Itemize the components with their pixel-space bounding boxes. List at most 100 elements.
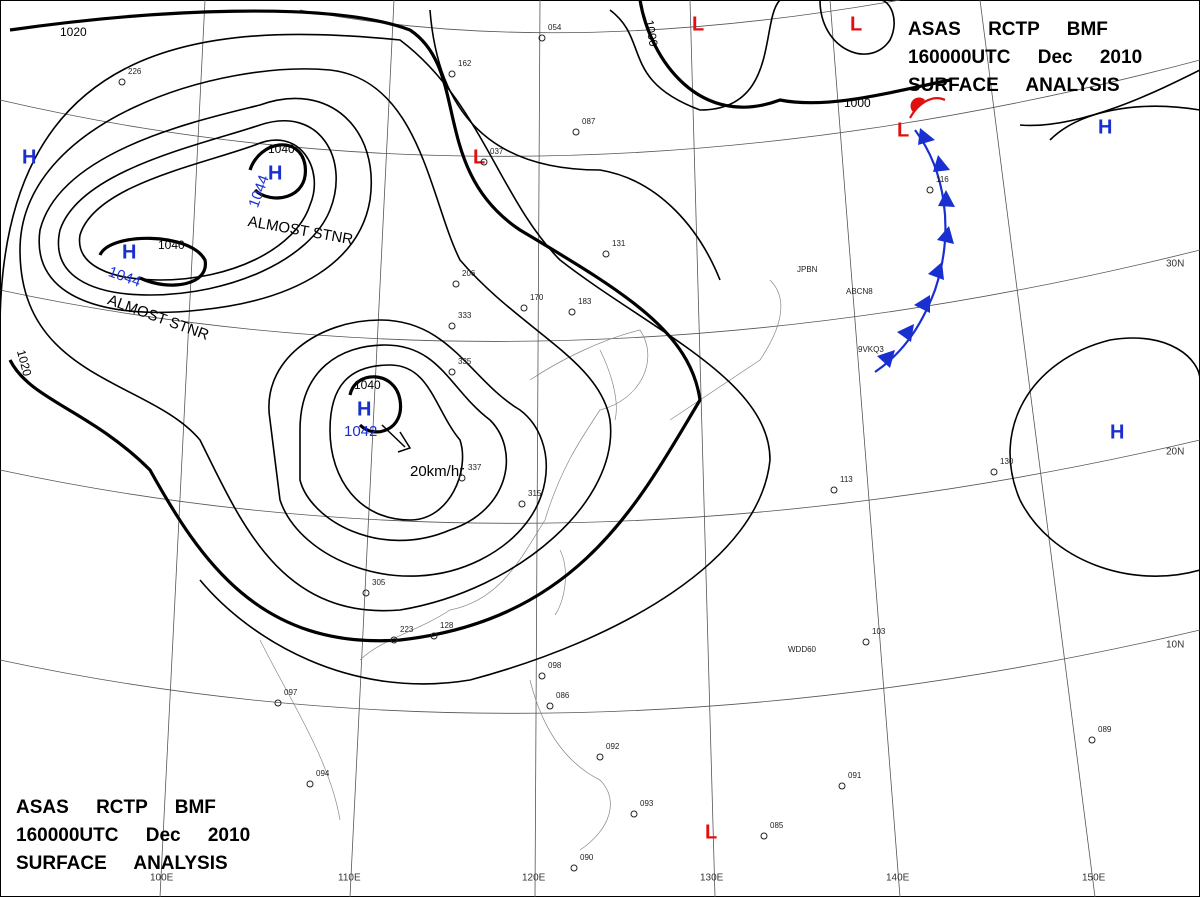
front-symbol bbox=[918, 128, 935, 145]
isobar bbox=[819, 0, 895, 55]
longitude-label: 110E bbox=[338, 873, 361, 884]
station-symbol bbox=[990, 468, 998, 476]
annotation: 20km/hr bbox=[410, 463, 464, 480]
meridian bbox=[534, 0, 541, 897]
low-center: L bbox=[897, 119, 909, 141]
station-report: 183 bbox=[578, 297, 592, 306]
front-symbol bbox=[910, 97, 925, 112]
station-symbol bbox=[596, 753, 604, 761]
station-symbol bbox=[520, 304, 528, 312]
latitude-label: 20N bbox=[1166, 447, 1184, 458]
coastline bbox=[554, 549, 566, 616]
ship-id: JPBN bbox=[797, 265, 818, 274]
isobars bbox=[0, 0, 1200, 685]
station-report: 085 bbox=[770, 821, 784, 830]
header-line: SURFACE ANALYSIS bbox=[908, 75, 1120, 96]
isobar bbox=[1019, 499, 1200, 577]
ship-id: 9VKQ3 bbox=[858, 345, 884, 354]
isobar bbox=[1019, 69, 1200, 127]
high-center: H bbox=[357, 398, 371, 420]
ship-id: ABCN8 bbox=[846, 287, 873, 296]
high-center: H bbox=[122, 241, 136, 263]
coastline bbox=[529, 679, 611, 851]
station-symbol bbox=[1088, 736, 1096, 744]
station-symbol bbox=[568, 308, 576, 316]
header-line: ASAS RCTP BMF bbox=[16, 797, 216, 818]
latitude-label: 30N bbox=[1166, 259, 1184, 270]
isobar-label: 1000 bbox=[642, 19, 660, 48]
station-symbol bbox=[538, 672, 546, 680]
meridian bbox=[349, 0, 395, 897]
station-report: 116 bbox=[936, 175, 949, 184]
meridian bbox=[689, 0, 716, 897]
station-symbol bbox=[274, 699, 282, 707]
station-symbol bbox=[362, 589, 370, 597]
isobar bbox=[38, 97, 373, 314]
station-report: 089 bbox=[1098, 725, 1112, 734]
isobar bbox=[1009, 337, 1200, 501]
fronts bbox=[381, 97, 955, 453]
station-symbol bbox=[390, 636, 398, 644]
station-symbol bbox=[480, 158, 488, 166]
station-symbol bbox=[572, 128, 580, 136]
front-symbol bbox=[937, 226, 954, 244]
longitude-label: 130E bbox=[700, 873, 724, 884]
isobar bbox=[0, 33, 771, 685]
station-symbol bbox=[830, 486, 838, 494]
isobar-label: 1040 bbox=[354, 378, 381, 392]
coastlines bbox=[259, 279, 782, 851]
isobar bbox=[98, 236, 207, 287]
station-symbol bbox=[570, 864, 578, 872]
station-report: 092 bbox=[606, 742, 620, 751]
isobar-label: 1040 bbox=[268, 142, 295, 156]
central-pressure: 1042 bbox=[344, 423, 377, 440]
station-report: 098 bbox=[548, 661, 562, 670]
meridian bbox=[159, 0, 206, 897]
station-report: 335 bbox=[458, 357, 472, 366]
station-report: 305 bbox=[372, 578, 386, 587]
isobar-label: 1020 bbox=[60, 25, 87, 39]
station-symbol bbox=[838, 782, 846, 790]
meridian bbox=[979, 0, 1096, 897]
isobar bbox=[78, 139, 316, 281]
station-symbol bbox=[862, 638, 870, 646]
station-symbol bbox=[118, 78, 126, 86]
station-symbol bbox=[926, 186, 934, 194]
front-symbol bbox=[928, 262, 944, 280]
station-report: 128 bbox=[440, 621, 454, 630]
front-symbol bbox=[933, 155, 950, 172]
isobar bbox=[268, 319, 548, 577]
longitude-label: 140E bbox=[886, 873, 910, 884]
station-symbol bbox=[430, 632, 438, 640]
isobar-label: 1040 bbox=[158, 238, 185, 252]
station-symbol bbox=[602, 250, 610, 258]
station-symbol bbox=[630, 810, 638, 818]
isobar bbox=[1049, 105, 1200, 141]
header-line: SURFACE ANALYSIS bbox=[16, 853, 228, 874]
isobar bbox=[609, 0, 781, 111]
isobar bbox=[299, 344, 508, 542]
high-center: H bbox=[1110, 421, 1124, 443]
isobar bbox=[57, 119, 337, 296]
coastline bbox=[599, 349, 617, 421]
station-reports: 226 162 054 087 037 131 206 183 170 333 335 337 315 3… bbox=[118, 23, 1112, 872]
isobar-label: 1020 bbox=[14, 348, 35, 378]
station-report: 130 bbox=[1000, 457, 1014, 466]
header-line: ASAS RCTP BMF bbox=[908, 19, 1108, 40]
ship-id: WDD60 bbox=[788, 645, 817, 654]
station-report: 113 bbox=[840, 475, 853, 484]
warm-front bbox=[909, 97, 946, 119]
isobar-label: 1000 bbox=[844, 96, 871, 110]
station-symbol bbox=[448, 70, 456, 78]
station-symbol bbox=[306, 780, 314, 788]
isobar bbox=[429, 9, 721, 281]
station-report: 087 bbox=[582, 117, 596, 126]
station-report: 337 bbox=[468, 463, 482, 472]
front-symbol bbox=[897, 324, 914, 342]
station-report: 162 bbox=[458, 59, 472, 68]
low-center: L bbox=[692, 13, 704, 35]
coastline bbox=[259, 639, 341, 821]
station-symbol bbox=[546, 702, 554, 710]
low-center: L bbox=[473, 146, 485, 168]
header-line: 160000UTC Dec 2010 bbox=[16, 825, 250, 846]
